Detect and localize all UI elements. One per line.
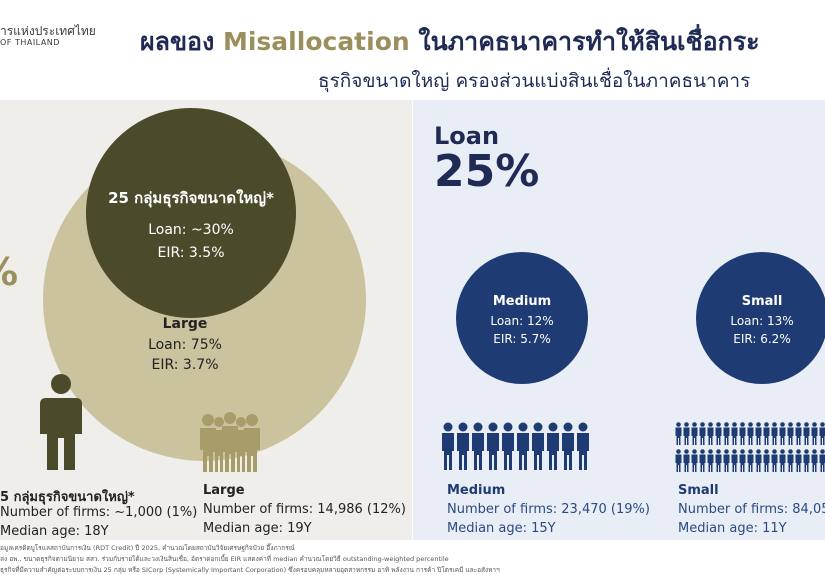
small-circle-eir: EIR: 6.2% (733, 332, 791, 346)
medium-circle-eir: EIR: 5.7% (493, 332, 551, 346)
sme-loan-percent: 25% (434, 146, 540, 197)
small-people-icon (675, 422, 825, 474)
people-group-icon (200, 412, 260, 472)
person-icon (40, 374, 82, 470)
small-circle-loan: Loan: 13% (730, 314, 794, 328)
footer-notes: อมูลเครดิตบูโรแลสถาบันการเงิน (RDT Credi… (0, 540, 825, 575)
header-bar (0, 0, 825, 100)
group25-circle (86, 108, 296, 318)
title-suffix: ในภาคธนาคารทำให้สินเชื่อกระ (409, 27, 760, 56)
large-firms: Number of firms: 14,986 (12%) (203, 502, 406, 517)
title-highlight: Misallocation (222, 27, 410, 56)
medium-circle-title: Medium (492, 294, 552, 309)
small-age: Median age: 11Y (678, 521, 787, 536)
small-firms: Number of firms: 84,05 (678, 502, 825, 517)
small-circle: Small Loan: 13% EIR: 6.2% (696, 252, 825, 384)
medium-circle-loan: Loan: 12% (490, 314, 554, 328)
small-label: Small (678, 483, 719, 498)
right-panel: Loan 25% Medium Loan: 12% EIR: 5.7% Smal… (413, 100, 825, 540)
group25-age: Median age: 18Y (0, 524, 109, 539)
large-age: Median age: 19Y (203, 521, 312, 536)
left-panel: % 25 กลุ่มธุรกิจขนาดใหญ่* Loan: ~30% EIR… (0, 100, 412, 540)
large-label: Large (203, 483, 245, 498)
sme-loan-word: Loan (434, 122, 500, 150)
group25-circle-loan: Loan: ~30% (148, 222, 234, 238)
bank-logo-text: ารแห่งประเทศไทย (0, 24, 96, 38)
footnote-definition: ล่ง อพ., ขนาดธุรกิจตามนิยาม สสว. ร่วมกับ… (0, 555, 449, 563)
medium-age: Median age: 15Y (447, 521, 556, 536)
page-title: ผลของ Misallocation ในภาคธนาคารทำให้สินเ… (140, 22, 760, 62)
footnote-source: อมูลเครดิตบูโรแลสถาบันการเงิน (RDT Credi… (0, 544, 295, 552)
title-prefix: ผลของ (140, 27, 223, 56)
medium-people-icon (442, 422, 589, 470)
medium-circle: Medium Loan: 12% EIR: 5.7% (456, 252, 588, 384)
large-circle-loan: Loan: 75% (148, 337, 222, 353)
medium-label: Medium (447, 483, 506, 498)
small-circle-title: Small (741, 294, 783, 309)
group25-circle-eir: EIR: 3.5% (157, 245, 225, 261)
bank-logo-subtext: OF THAILAND (0, 38, 60, 47)
medium-firms: Number of firms: 23,470 (19%) (447, 502, 650, 517)
left-percent-partial: % (0, 250, 18, 294)
group25-label: 5 กลุ่มธุรกิจขนาดใหญ่* (0, 490, 135, 505)
group25-firms: Number of firms: ~1,000 (1%) (0, 505, 198, 520)
group25-circle-title: 25 กลุ่มธุรกิจขนาดใหญ่* (108, 189, 274, 207)
footnote-sicorp: ธุรกิจที่มีความสำคัญต่อระบบการเงิน 25 กล… (0, 566, 500, 574)
large-circle-eir: EIR: 3.7% (151, 357, 219, 373)
large-circle-title: Large (162, 316, 208, 332)
page-subtitle: ธุรกิจขนาดใหญ่ ครองส่วนแบ่งสินเชื่อในภาค… (318, 70, 751, 92)
